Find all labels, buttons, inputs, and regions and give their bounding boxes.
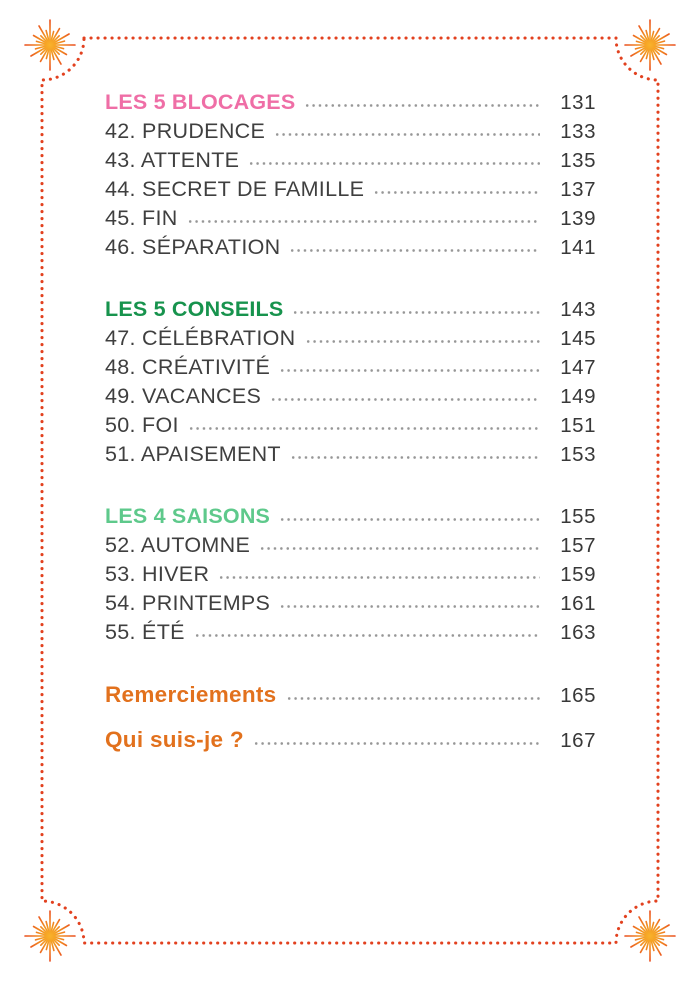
page-number: 135 bbox=[560, 149, 596, 172]
toc-entry-row: 48. CRÉATIVITÉ 147 bbox=[105, 353, 596, 382]
entry-label: 49. VACANCES bbox=[105, 384, 262, 408]
footer-link-label: Qui suis-je ? bbox=[105, 727, 244, 752]
page-number: 157 bbox=[560, 534, 596, 557]
dot-leader bbox=[218, 575, 540, 580]
entry-label: 51. APAISEMENT bbox=[105, 442, 281, 466]
toc-entry-row: 43. ATTENTE 135 bbox=[105, 146, 596, 175]
corner-star-icon bbox=[624, 910, 676, 962]
dot-leader bbox=[274, 132, 540, 137]
entry-label: 50. FOI bbox=[105, 413, 179, 437]
entry-label: 54. PRINTEMPS bbox=[105, 591, 271, 615]
section-heading-label: LES 4 SAISONS bbox=[105, 504, 271, 528]
dot-leader bbox=[248, 161, 540, 166]
dot-leader bbox=[292, 310, 540, 315]
dot-leader bbox=[279, 517, 540, 522]
toc-section: LES 4 SAISONS 155 52. AUTOMNE 157 53. HIVER 1… bbox=[105, 502, 596, 647]
entry-label: 47. CÉLÉBRATION bbox=[105, 326, 296, 350]
page-number: 133 bbox=[560, 120, 596, 143]
toc-section: LES 5 BLOCAGES 131 42. PRUDENCE 133 43. ATTE… bbox=[105, 88, 596, 262]
entry-label: 43. ATTENTE bbox=[105, 148, 240, 172]
toc-heading-row: LES 5 CONSEILS 143 bbox=[105, 295, 596, 324]
page-number: 141 bbox=[560, 236, 596, 259]
page-number: 151 bbox=[560, 414, 596, 437]
toc-entry-row: 50. FOI 151 bbox=[105, 411, 596, 440]
toc-entry-row: 52. AUTOMNE 157 bbox=[105, 531, 596, 560]
toc-entry-row: 49. VACANCES 149 bbox=[105, 382, 596, 411]
entry-label: 44. SECRET DE FAMILLE bbox=[105, 177, 365, 201]
toc-footer-row: Remerciements 165 bbox=[105, 680, 596, 710]
entry-label: 46. SÉPARATION bbox=[105, 235, 281, 259]
dot-leader bbox=[252, 741, 540, 746]
toc-entry-row: 42. PRUDENCE 133 bbox=[105, 117, 596, 146]
page-number: 147 bbox=[560, 356, 596, 379]
section-heading-label: LES 5 CONSEILS bbox=[105, 297, 284, 321]
page-number: 137 bbox=[560, 178, 596, 201]
toc-entry-row: 44. SECRET DE FAMILLE 137 bbox=[105, 175, 596, 204]
page-number: 163 bbox=[560, 621, 596, 644]
dot-leader bbox=[187, 426, 540, 431]
dot-leader bbox=[193, 633, 540, 638]
corner-star-icon bbox=[24, 19, 76, 71]
dot-leader bbox=[289, 455, 540, 460]
dotted-border bbox=[40, 36, 660, 945]
page-number: 165 bbox=[560, 684, 596, 707]
toc: LES 5 BLOCAGES 131 42. PRUDENCE 133 43. ATTE… bbox=[105, 88, 596, 755]
toc-entry-row: 54. PRINTEMPS 161 bbox=[105, 589, 596, 618]
dot-leader bbox=[279, 604, 540, 609]
entry-label: 48. CRÉATIVITÉ bbox=[105, 355, 271, 379]
page-number: 159 bbox=[560, 563, 596, 586]
toc-entry-row: 55. ÉTÉ 163 bbox=[105, 618, 596, 647]
toc-heading-row: LES 5 BLOCAGES 131 bbox=[105, 88, 596, 117]
entry-label: 45. FIN bbox=[105, 206, 178, 230]
entry-label: 52. AUTOMNE bbox=[105, 533, 251, 557]
toc-entry-row: 47. CÉLÉBRATION 145 bbox=[105, 324, 596, 353]
dot-leader bbox=[285, 696, 540, 701]
dot-leader bbox=[373, 190, 540, 195]
page-number: 149 bbox=[560, 385, 596, 408]
footer-link-label: Remerciements bbox=[105, 682, 277, 707]
page-number: 153 bbox=[560, 443, 596, 466]
corner-star-icon bbox=[624, 19, 676, 71]
toc-heading-row: LES 4 SAISONS 155 bbox=[105, 502, 596, 531]
entry-label: 42. PRUDENCE bbox=[105, 119, 266, 143]
page-number: 145 bbox=[560, 327, 596, 350]
page-number: 131 bbox=[560, 91, 596, 114]
entry-label: 55. ÉTÉ bbox=[105, 620, 185, 644]
toc-footer-row: Qui suis-je ? 167 bbox=[105, 725, 596, 755]
dot-leader bbox=[304, 103, 540, 108]
entry-label: 53. HIVER bbox=[105, 562, 210, 586]
section-heading-label: LES 5 BLOCAGES bbox=[105, 90, 296, 114]
toc-entry-row: 53. HIVER 159 bbox=[105, 560, 596, 589]
dot-leader bbox=[270, 397, 540, 402]
dot-leader bbox=[304, 339, 540, 344]
corner-star-icon bbox=[24, 910, 76, 962]
dot-leader bbox=[279, 368, 540, 373]
page-number: 155 bbox=[560, 505, 596, 528]
dot-leader bbox=[186, 219, 540, 224]
page-number: 139 bbox=[560, 207, 596, 230]
page-number: 167 bbox=[560, 729, 596, 752]
toc-entry-row: 45. FIN 139 bbox=[105, 204, 596, 233]
toc-section: LES 5 CONSEILS 143 47. CÉLÉBRATION 145 48. C… bbox=[105, 295, 596, 469]
page-number: 143 bbox=[560, 298, 596, 321]
dot-leader bbox=[289, 248, 540, 253]
dot-leader bbox=[259, 546, 540, 551]
toc-entry-row: 46. SÉPARATION 141 bbox=[105, 233, 596, 262]
toc-entry-row: 51. APAISEMENT 153 bbox=[105, 440, 596, 469]
page-number: 161 bbox=[560, 592, 596, 615]
